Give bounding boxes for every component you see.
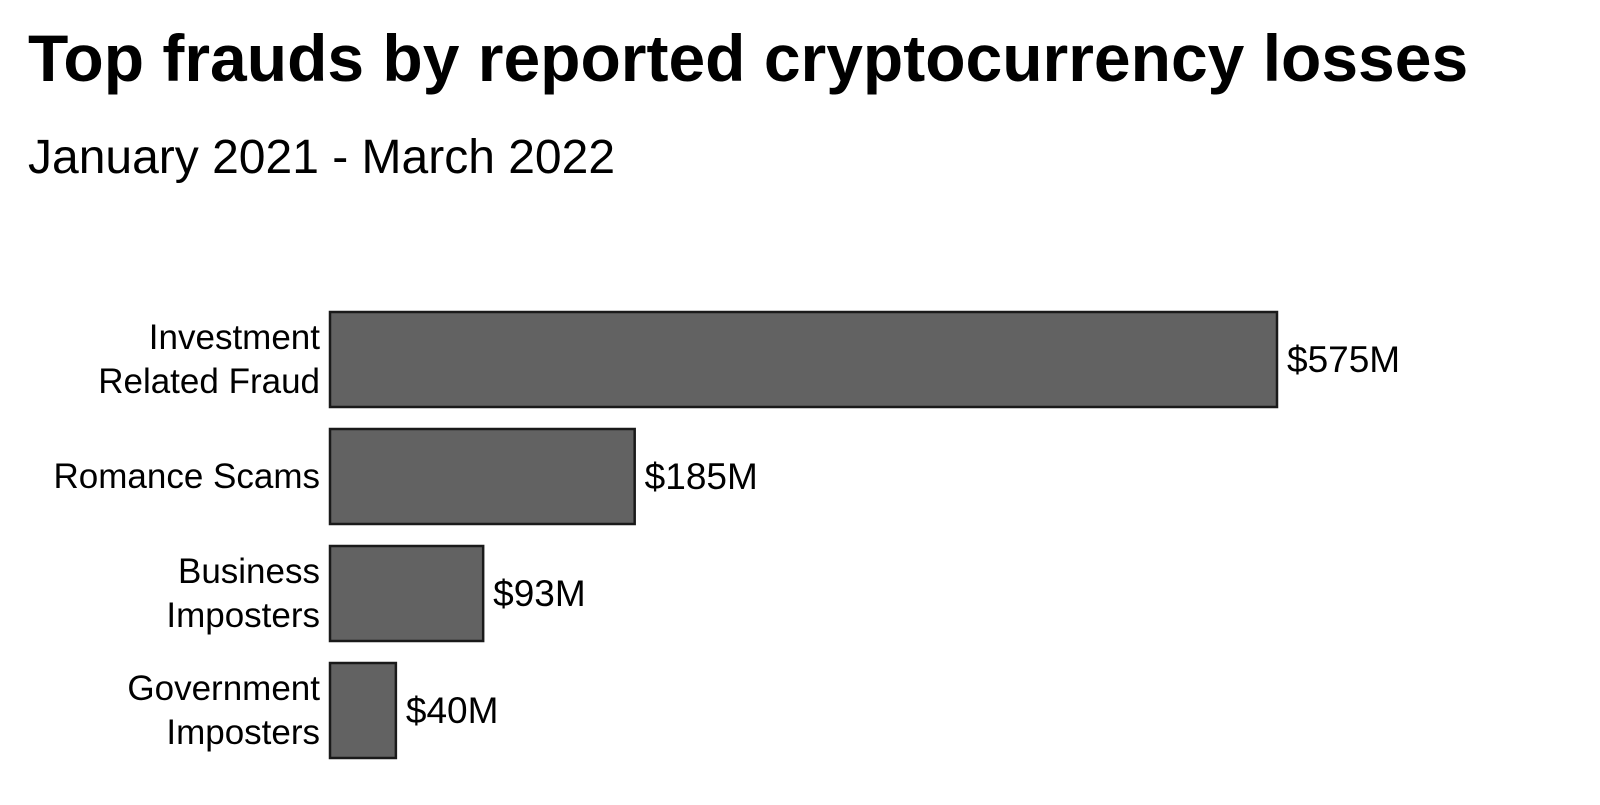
value-label-1: $185M (645, 456, 758, 497)
chart-subtitle: January 2021 - March 2022 (28, 131, 616, 184)
bar-3 (328, 661, 398, 760)
chart-title: Top frauds by reported cryptocurrency lo… (28, 21, 1469, 95)
category-label-2: Business Imposters (166, 552, 320, 635)
category-label-line: Imposters (166, 713, 320, 752)
category-labels: Investment Related Fraud Romance Scams Busi… (54, 318, 321, 752)
bars-layer (328, 310, 1279, 760)
category-label-3: Government Imposters (127, 669, 320, 752)
value-label-3: $40M (406, 690, 499, 731)
category-label-line: Imposters (166, 596, 320, 635)
value-label-2: $93M (493, 573, 586, 614)
category-label-line: Business (178, 552, 320, 591)
bar-1 (328, 427, 636, 526)
category-label-line: Romance Scams (54, 457, 320, 496)
category-label-line: Investment (149, 318, 320, 357)
bar-2 (328, 544, 485, 643)
value-label-0: $575M (1287, 339, 1400, 380)
bar-0 (328, 310, 1279, 409)
value-labels: $575M $185M $93M $40M (406, 339, 1400, 731)
category-label-line: Government (127, 669, 320, 708)
category-label-line: Related Fraud (98, 362, 320, 401)
category-label-1: Romance Scams (54, 457, 320, 496)
category-label-0: Investment Related Fraud (98, 318, 320, 401)
